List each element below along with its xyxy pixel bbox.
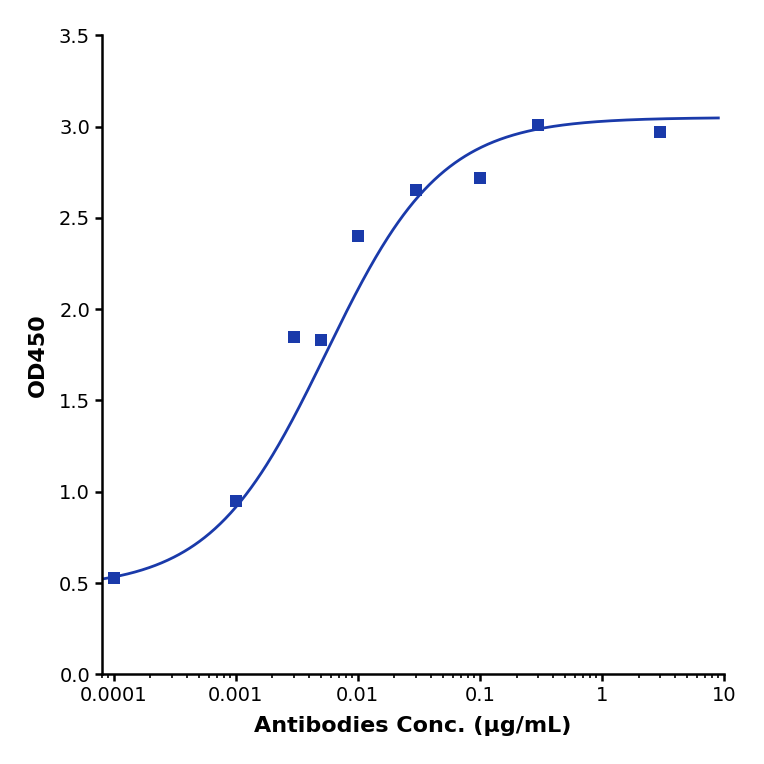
Point (108, 571, 120, 584)
Y-axis label: OD450: OD450 (28, 313, 48, 397)
Point (351, 230, 364, 242)
Point (474, 172, 486, 184)
Point (315, 334, 327, 346)
Point (230, 495, 242, 507)
X-axis label: Antibodies Conc. (μg/mL): Antibodies Conc. (μg/mL) (254, 716, 571, 736)
Point (532, 118, 544, 131)
Point (654, 126, 666, 138)
Point (288, 330, 300, 342)
Point (410, 184, 422, 196)
